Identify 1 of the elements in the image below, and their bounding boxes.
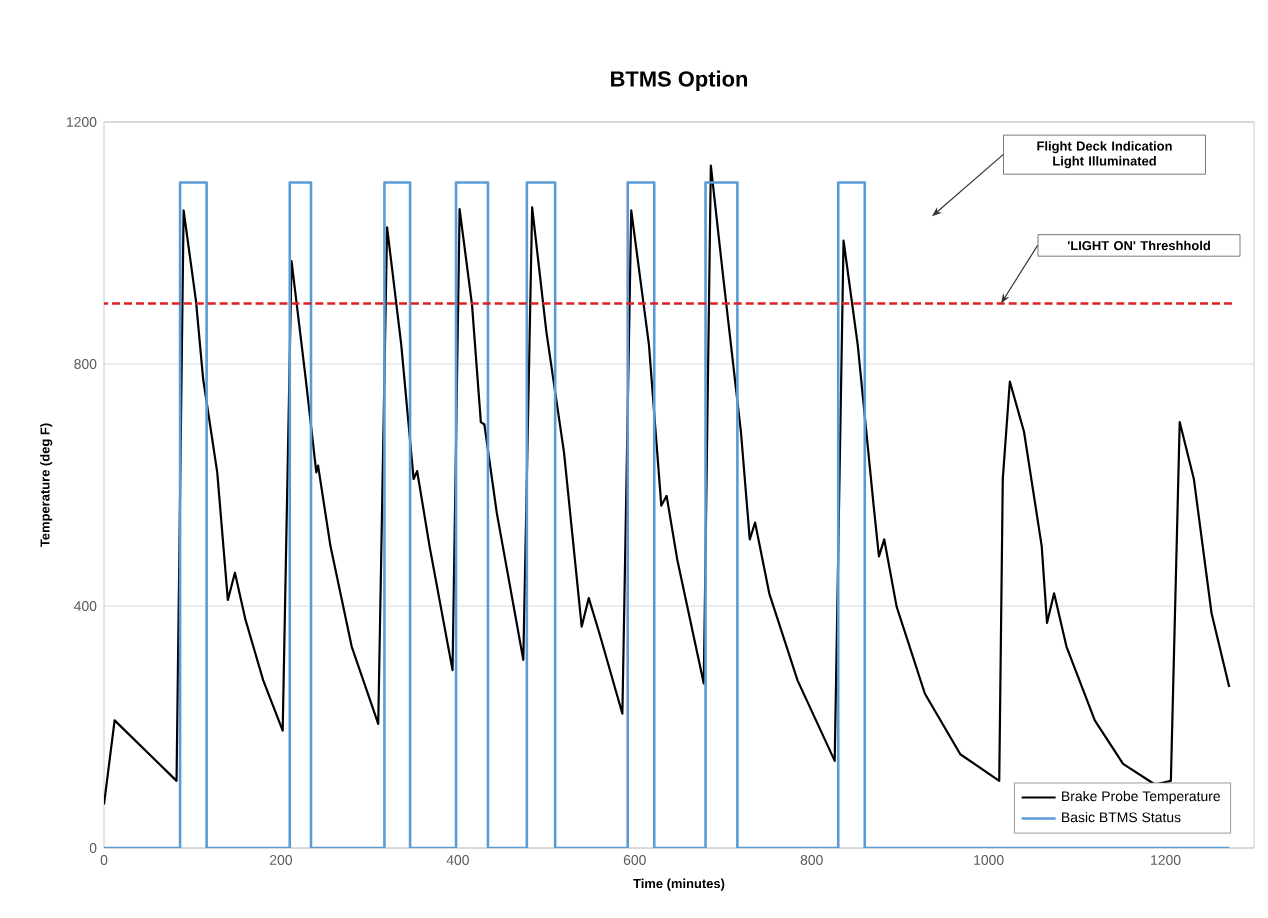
chart-title: BTMS Option — [611, 70, 748, 91]
